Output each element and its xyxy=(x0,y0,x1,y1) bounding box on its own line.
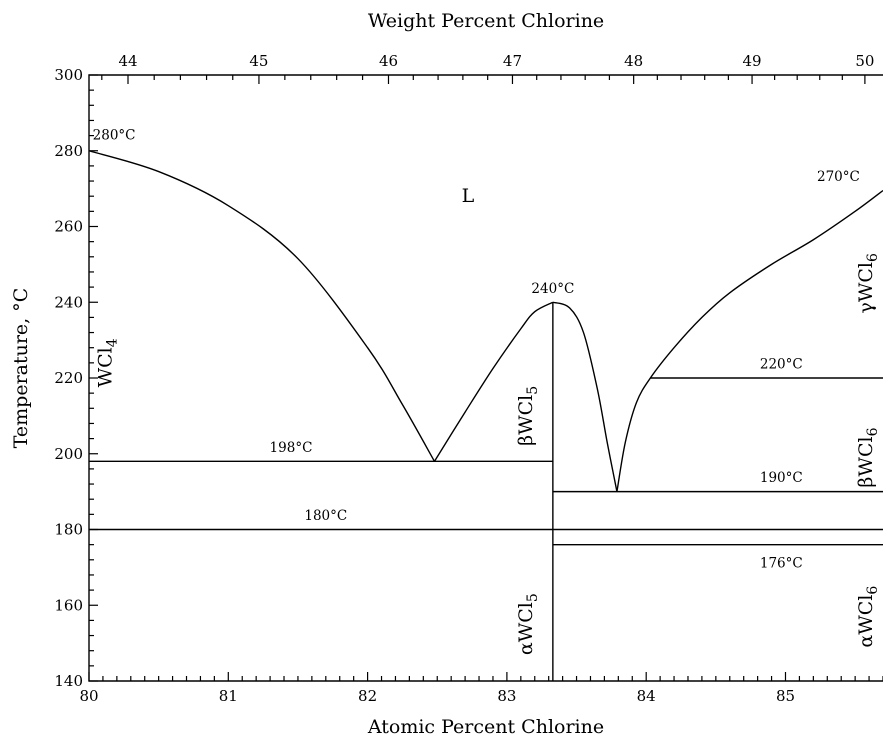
x-tick-label: 81 xyxy=(219,687,238,705)
top-axis-title: Weight Percent Chlorine xyxy=(368,10,604,32)
y-tick-label: 220 xyxy=(54,369,83,387)
temperature-label: 240°C xyxy=(531,281,574,297)
liquidus-curve xyxy=(88,150,436,462)
x-tick-label: 84 xyxy=(637,687,656,705)
phase-label-beta-wcl6: βWCl6 xyxy=(855,427,881,487)
temperature-label: 220°C xyxy=(760,357,803,373)
phase-label-liquid: L xyxy=(462,185,475,207)
y-axis-title: Temperature, °C xyxy=(10,288,32,449)
y-tick-label: 260 xyxy=(54,218,83,236)
liquidus-curve xyxy=(616,189,883,492)
liquidus-curve xyxy=(433,301,554,462)
x-tick-label: 80 xyxy=(79,687,98,705)
phase-label-wcl4: WCl4 xyxy=(94,338,120,387)
phase-label-gamma-wcl6: γWCl6 xyxy=(855,253,881,314)
phase-label-alpha-wcl5: αWCl5 xyxy=(515,593,541,655)
bottom-axis-title: Atomic Percent Chlorine xyxy=(367,716,604,738)
y-tick-label: 160 xyxy=(54,596,83,614)
y-tick-label: 200 xyxy=(54,445,83,463)
y-tick-label: 300 xyxy=(54,66,83,84)
x-tick-label: 85 xyxy=(776,687,795,705)
top-tick-label: 47 xyxy=(503,52,522,70)
top-tick-label: 50 xyxy=(855,52,874,70)
temperature-label: 280°C xyxy=(93,127,136,143)
top-tick-label: 46 xyxy=(379,52,398,70)
top-tick-label: 49 xyxy=(743,52,762,70)
y-tick-label: 240 xyxy=(54,293,83,311)
plot-area: 80 81 82 83 84 85 140 160 180 200 220 240 260 280 300 4… xyxy=(54,52,883,705)
top-tick-label: 44 xyxy=(118,52,137,70)
top-tick-label: 48 xyxy=(624,52,643,70)
phase-label-alpha-wcl6: αWCl6 xyxy=(855,586,881,648)
liquidus-curve xyxy=(552,301,618,492)
y-tick-label: 140 xyxy=(54,672,83,690)
temperature-label: 180°C xyxy=(304,508,347,524)
temperature-label: 190°C xyxy=(760,470,803,486)
temperature-label: 198°C xyxy=(270,440,313,456)
phase-label-beta-wcl5: βWCl5 xyxy=(515,386,541,446)
x-tick-label: 83 xyxy=(497,687,516,705)
top-tick-label: 45 xyxy=(249,52,268,70)
temperature-label: 270°C xyxy=(817,169,860,185)
temperature-label: 176°C xyxy=(760,555,803,571)
y-tick-label: 280 xyxy=(54,142,83,160)
x-tick-label: 82 xyxy=(358,687,377,705)
y-tick-label: 180 xyxy=(54,521,83,539)
